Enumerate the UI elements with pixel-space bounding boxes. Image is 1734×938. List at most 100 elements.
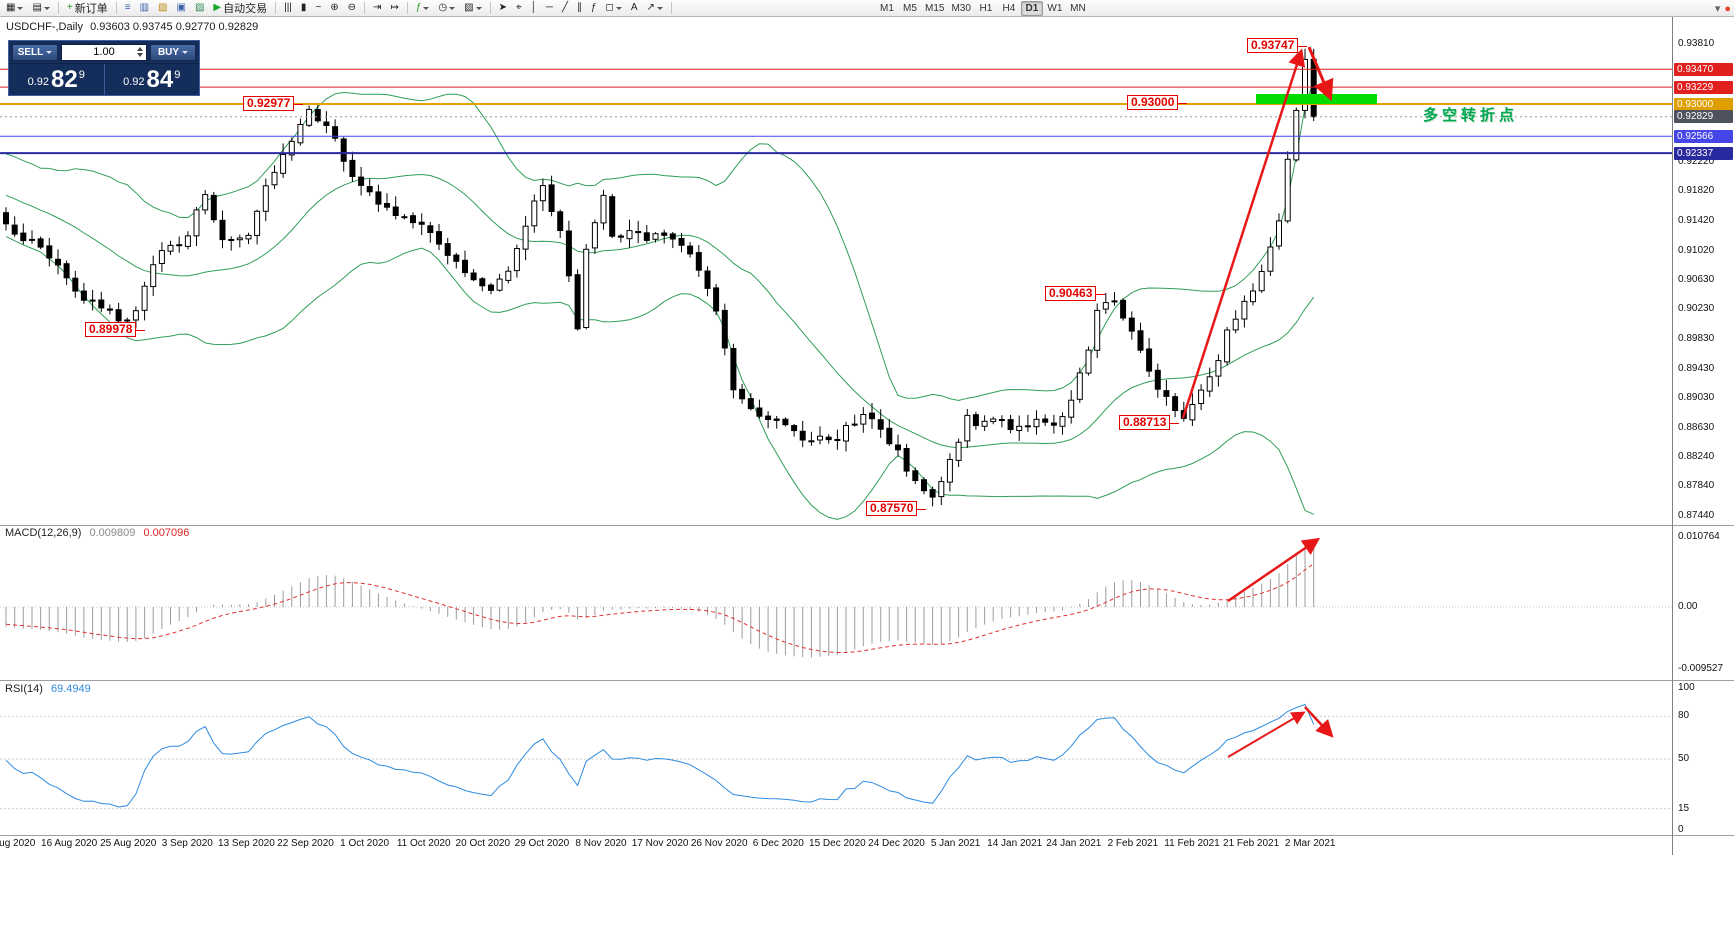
buy-options-caret[interactable] — [182, 50, 189, 54]
price-annotation[interactable]: 0.89978 — [85, 322, 146, 337]
pane-separator[interactable] — [0, 525, 1734, 526]
trend-arrow-object[interactable] — [1227, 537, 1321, 603]
market-watch-button[interactable]: ≡ — [121, 1, 135, 16]
profiles-button[interactable]: ▤ — [28, 1, 53, 16]
chart-list-icon[interactable]: ▾ — [1714, 3, 1721, 15]
toolbar-separator — [275, 2, 277, 14]
arrow-objects-button[interactable]: ↗ — [643, 1, 667, 16]
buy-price-button[interactable]: 0.92 84 9 — [105, 64, 200, 95]
vertical-line-button[interactable]: │ — [527, 1, 541, 16]
macd-header: MACD(12,26,9) 0.009809 0.007096 — [5, 527, 189, 539]
periods-button[interactable]: ◷ — [434, 1, 459, 16]
new-chart-caret[interactable] — [17, 6, 24, 10]
price-badge: 0.93470 — [1674, 63, 1733, 76]
price-badge: 0.93000 — [1674, 98, 1733, 111]
price-scale[interactable]: 0.938100.934100.922200.918200.914200.910… — [1672, 17, 1734, 855]
price-annotation[interactable]: 0.87570 — [866, 501, 927, 516]
price-annotation[interactable]: 0.93747 — [1247, 38, 1308, 53]
buy-button[interactable]: BUY — [150, 43, 196, 61]
shapes-icon: ◻ — [605, 2, 614, 13]
trend-arrow-object[interactable] — [1181, 48, 1306, 419]
timeframe-h1[interactable]: H1 — [979, 3, 993, 14]
zoom-out-button[interactable]: ⊖ — [344, 1, 360, 16]
periods-icon: ◷ — [438, 2, 448, 13]
timeframe-w1[interactable]: W1 — [1047, 3, 1063, 14]
equidistant-channel-button[interactable]: ∥ — [573, 1, 586, 16]
volume-input[interactable]: 1.00 — [61, 43, 147, 61]
templates-caret[interactable] — [475, 6, 482, 10]
date-label: 2 Feb 2021 — [1107, 838, 1159, 849]
horizontal-line-button[interactable]: ─ — [542, 1, 557, 16]
community-icon[interactable]: ● — [1724, 2, 1731, 15]
timeframe-h4[interactable]: H4 — [1002, 3, 1016, 14]
trend-arrow-object[interactable] — [1304, 706, 1334, 738]
bar-chart-mode-button[interactable]: ||| — [280, 1, 296, 16]
price-tick: 0.91020 — [1678, 245, 1715, 256]
templates-button[interactable]: ▨ — [460, 1, 485, 16]
horizontal-line-icon: ─ — [545, 2, 553, 13]
autotrading-button[interactable]: ▶ 自动交易 — [209, 1, 271, 16]
terminal-button[interactable]: ▣ — [173, 1, 190, 16]
line-chart-mode-button[interactable]: ~ — [311, 1, 325, 16]
timeframe-m5[interactable]: M5 — [903, 3, 917, 14]
indicators-button[interactable]: ƒ — [412, 1, 434, 16]
sell-options-caret[interactable] — [46, 50, 53, 54]
sell-button[interactable]: SELL — [12, 43, 58, 61]
chart-shift-button[interactable]: ↦ — [386, 1, 402, 16]
support-zone-rectangle[interactable] — [1256, 94, 1377, 104]
rsi-scale-label: 0 — [1678, 824, 1684, 835]
pane-separator[interactable] — [0, 835, 1734, 836]
indicators-caret[interactable] — [423, 6, 430, 10]
fibonacci-retracement-button[interactable]: ƒ — [587, 1, 601, 16]
chart-area[interactable]: USDCHF-,Daily 0.93603 0.93745 0.92770 0.… — [0, 17, 1734, 855]
timeframe-m1[interactable]: M1 — [880, 3, 894, 14]
cursor-icon: ➤ — [498, 2, 507, 13]
candlestick-mode-button[interactable]: ▮ — [297, 1, 311, 16]
pane-separator[interactable] — [0, 680, 1734, 681]
chart-ohlc-header: USDCHF-,Daily 0.93603 0.93745 0.92770 0.… — [6, 21, 262, 33]
chart-canvas[interactable] — [0, 17, 1672, 855]
auto-scroll-button[interactable]: ⇥ — [369, 1, 385, 16]
price-annotation[interactable]: 0.88713 — [1119, 415, 1180, 430]
timeframe-m30[interactable]: M30 — [951, 3, 971, 14]
price-tick: 0.87840 — [1678, 480, 1715, 491]
timeframe-mn[interactable]: MN — [1070, 3, 1086, 14]
navigator-icon: ▧ — [158, 2, 168, 13]
price-annotation[interactable]: 0.90463 — [1045, 286, 1106, 301]
zoom-in-button[interactable]: ⊕ — [326, 1, 342, 16]
cursor-button[interactable]: ➤ — [495, 1, 511, 16]
toolbar-separator — [670, 2, 672, 14]
turning-point-annotation[interactable]: 多空转折点 — [1423, 107, 1519, 124]
crosshair-button[interactable]: ⌖ — [512, 1, 526, 16]
periods-caret[interactable] — [449, 6, 456, 10]
sell-price-big: 82 — [51, 66, 78, 93]
volume-increase-icon[interactable] — [136, 47, 143, 51]
date-label: 8 Nov 2020 — [575, 838, 627, 849]
shapes-caret[interactable] — [615, 6, 622, 10]
navigator-button[interactable]: ▧ — [154, 1, 171, 16]
strategy-tester-button[interactable]: ▨ — [191, 1, 208, 16]
timeframe-d1[interactable]: D1 — [1020, 1, 1043, 16]
sell-price-button[interactable]: 0.92 82 9 — [9, 64, 104, 95]
timeframe-m15[interactable]: M15 — [925, 3, 945, 14]
trend-arrow-object[interactable] — [1307, 46, 1334, 102]
arrow-objects-caret[interactable] — [656, 6, 663, 10]
shapes-button[interactable]: ◻ — [602, 1, 626, 16]
text-label-button[interactable]: A — [627, 1, 642, 16]
ohlc-values: 0.93603 0.93745 0.92770 0.92829 — [90, 21, 259, 33]
new-order-button[interactable]: + 新订单 — [63, 1, 112, 16]
price-annotation[interactable]: 0.92977 — [243, 96, 304, 111]
profiles-caret[interactable] — [43, 6, 50, 10]
trendline-button[interactable]: ╱ — [558, 1, 572, 16]
new-chart-button[interactable]: ▦ — [2, 1, 27, 16]
trend-arrow-object[interactable] — [1227, 711, 1306, 758]
price-badge: 0.93229 — [1674, 81, 1733, 94]
trade-panel-divider — [103, 64, 105, 95]
sell-price-prefix: 0.92 — [27, 76, 50, 88]
data-window-button[interactable]: ▥ — [136, 1, 153, 16]
volume-decrease-icon[interactable] — [136, 53, 143, 57]
price-tick: 0.89030 — [1678, 392, 1715, 403]
price-annotation[interactable]: 0.93000 — [1127, 95, 1188, 110]
timeframes-toolbar: M1 M5 M15 M30 H1 H4 D1 W1 MN — [876, 1, 1089, 16]
